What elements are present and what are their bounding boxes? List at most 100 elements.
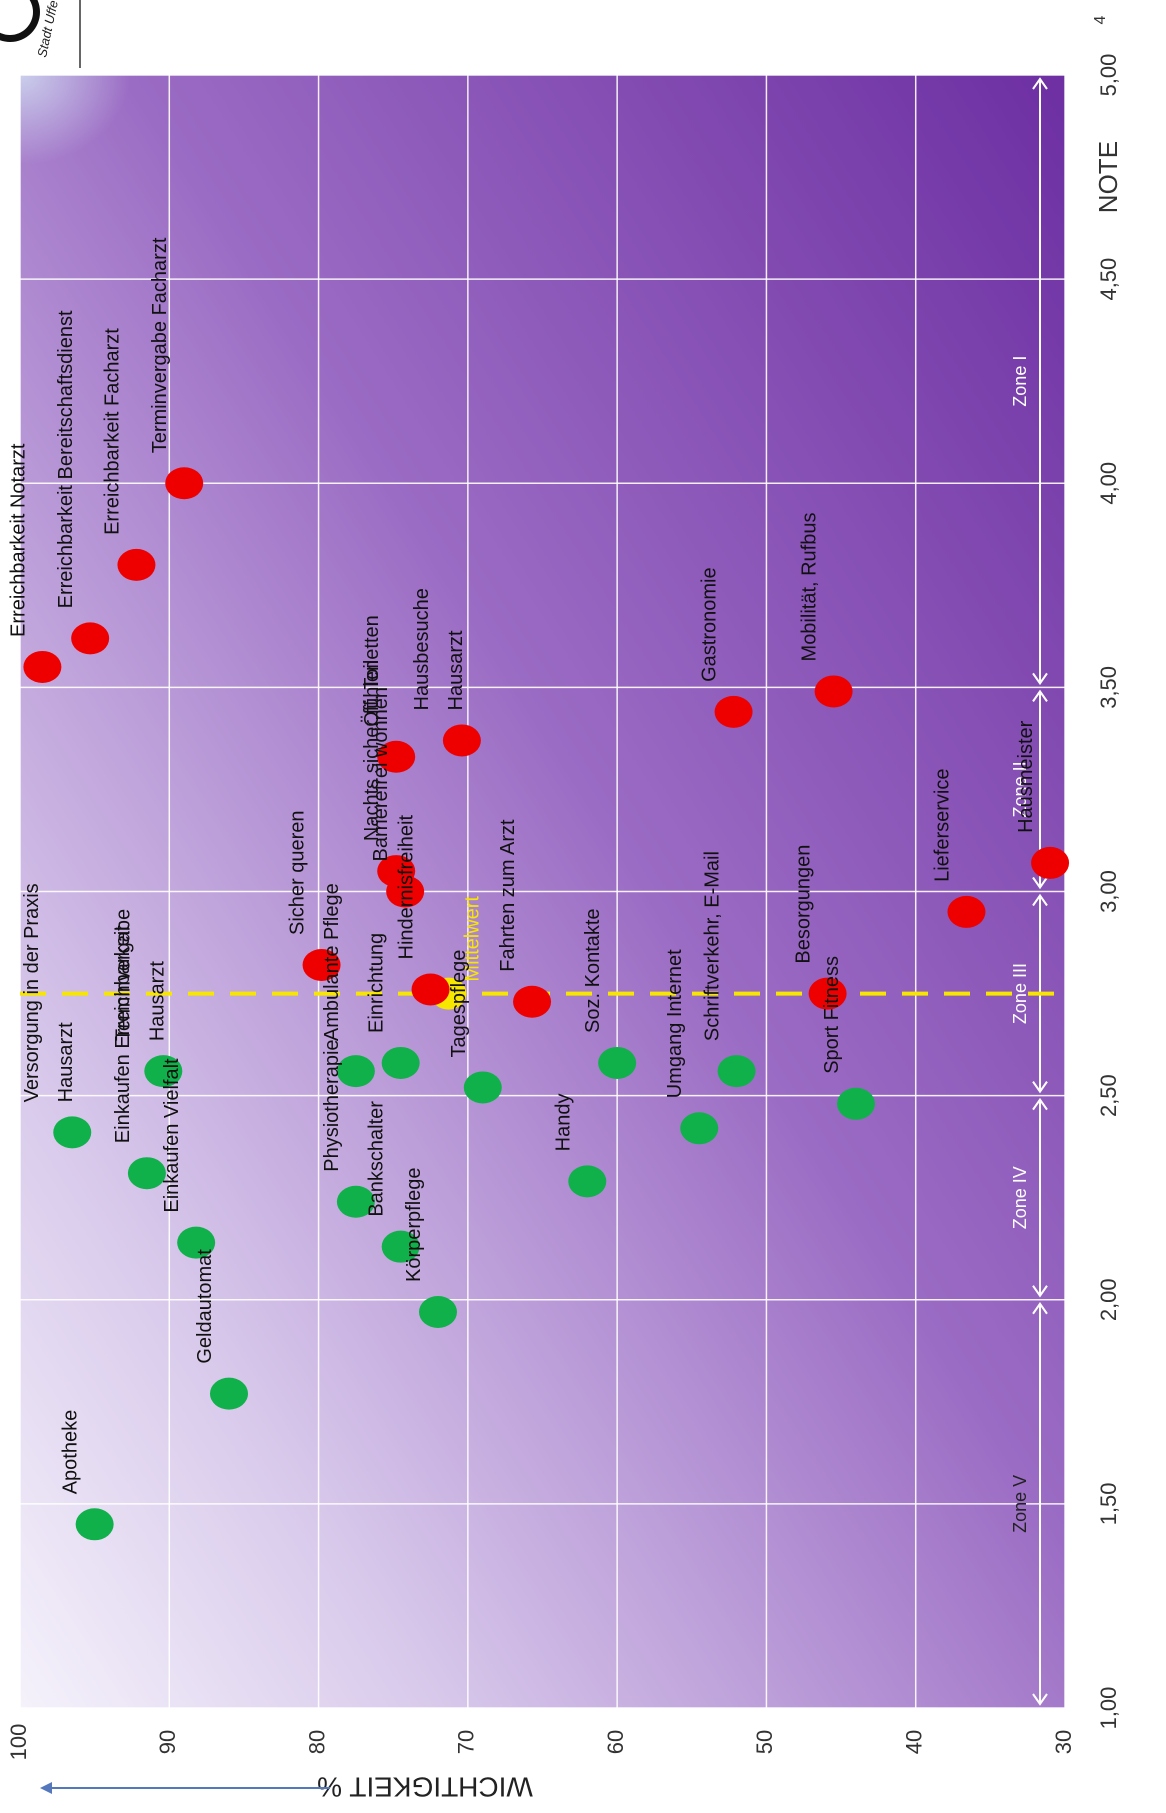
x-tick-label: 2,00 xyxy=(1096,1278,1121,1321)
point-label: Fahrten zum Arzt xyxy=(497,819,519,972)
y-tick-label: 90 xyxy=(155,1730,180,1754)
y-tick-label: 80 xyxy=(304,1730,329,1754)
point-label: Sicher queren xyxy=(287,810,309,935)
data-point xyxy=(210,1377,248,1410)
data-point xyxy=(386,875,425,908)
zone-arrow-head xyxy=(1032,672,1048,686)
point-label: Einkaufen Vielfalt xyxy=(161,1058,183,1213)
y-tick-label: 30 xyxy=(1051,1730,1076,1754)
zone-arrow-head xyxy=(1032,1097,1048,1111)
point-label: Apotheke xyxy=(60,1410,82,1495)
plot-corner-glow xyxy=(20,75,130,165)
point-label: Körperpflege xyxy=(403,1167,425,1282)
point-label: Einrichtung xyxy=(366,933,388,1033)
point-label: Bankschalter xyxy=(366,1101,388,1217)
zone-label: Zone III xyxy=(1010,963,1030,1024)
data-point xyxy=(71,622,110,655)
x-tick-label: 4,50 xyxy=(1096,258,1121,301)
point-label: Nachts sicher fühlen xyxy=(361,660,383,841)
data-points xyxy=(23,467,1070,1541)
point-label: Hausarzt xyxy=(146,961,168,1041)
data-point xyxy=(1031,846,1070,879)
point-label: Ambulante Pflege xyxy=(321,883,343,1041)
data-point xyxy=(598,1046,637,1079)
zone-arrow-head xyxy=(1032,893,1048,907)
data-point xyxy=(381,1230,420,1263)
data-point xyxy=(23,650,62,683)
zone-arrow-head xyxy=(1032,876,1048,890)
data-point xyxy=(377,740,416,773)
zone-arrow-head xyxy=(1032,689,1048,702)
data-point xyxy=(336,1055,375,1088)
data-point xyxy=(53,1116,92,1149)
point-label: Schriftverkehr, E-Mail xyxy=(702,851,724,1041)
x-tick-label: 3,00 xyxy=(1096,870,1121,913)
y-tick-label: 70 xyxy=(454,1730,479,1754)
point-label: Hausbesuche xyxy=(411,588,433,710)
zone-label: Zone IV xyxy=(1010,1166,1030,1229)
x-tick-label: 5,00 xyxy=(1096,54,1121,97)
point-label: Lieferservice xyxy=(931,769,953,882)
x-tick-label: 1,50 xyxy=(1096,1482,1121,1525)
y-axis-label: WICHTIGKEIT % xyxy=(317,1772,533,1803)
point-label: Sport Fitness xyxy=(821,956,843,1074)
data-point xyxy=(680,1112,719,1145)
point-label: Versorgung in der Praxis xyxy=(21,883,43,1102)
y-axis-arrow-head xyxy=(40,1782,52,1794)
x-tick-label: 4,00 xyxy=(1096,462,1121,505)
data-point xyxy=(381,1046,420,1079)
data-point xyxy=(75,1508,114,1541)
mean-label: Mittelwert xyxy=(461,896,483,982)
point-label: Öff. Toiletten xyxy=(361,615,383,727)
point-label: Terminvergabe Facharzt xyxy=(149,237,171,453)
point-label: Umgang Internet xyxy=(664,949,686,1098)
data-point xyxy=(463,1071,502,1104)
data-point xyxy=(837,1087,875,1120)
data-point xyxy=(947,895,986,928)
data-point xyxy=(513,985,552,1018)
point-label: Geldautomat xyxy=(194,1249,216,1364)
data-point xyxy=(127,1157,166,1190)
data-point xyxy=(411,973,450,1006)
data-point xyxy=(568,1165,607,1198)
zone-arrow-head xyxy=(1032,1693,1048,1706)
data-point xyxy=(442,724,481,757)
point-label: Hausarzt xyxy=(445,630,467,710)
data-point xyxy=(714,695,753,728)
zone-label: Zone I xyxy=(1010,356,1030,407)
point-label: Hausmeister xyxy=(1015,720,1037,833)
y-tick-label: 50 xyxy=(752,1730,777,1754)
zone-arrow-head xyxy=(1032,77,1048,90)
y-tick-label: 40 xyxy=(902,1730,927,1754)
point-label: Erreichbarkeit Bereitschaftsdienst xyxy=(55,310,77,608)
x-tick-label: 3,50 xyxy=(1096,666,1121,709)
city-logo: Stadt Uffe xyxy=(0,0,81,68)
x-tick-label: 1,00 xyxy=(1096,1687,1121,1730)
data-point xyxy=(717,1055,756,1088)
zone-arrow-head xyxy=(1032,1081,1048,1094)
axes: 30 40 50 60 70 80 90 100 1,00 1,50 2,00 2,50 3,00 3,5… xyxy=(6,54,1123,1803)
point-label: Gastronomie xyxy=(699,567,721,682)
x-axis-label: NOTE xyxy=(1093,141,1123,213)
point-label: Hindernisfreiheit xyxy=(396,815,418,960)
data-point xyxy=(302,948,341,981)
point-label: Physiotherapie xyxy=(321,1039,343,1171)
zone-arrow-head xyxy=(1032,1285,1048,1298)
point-label: Erreichbarkeit Notarzt xyxy=(7,443,29,637)
point-label: Einkaufen Erreichbarkeit xyxy=(112,925,134,1143)
point-label: Tagespflege xyxy=(448,950,470,1058)
data-point xyxy=(177,1226,216,1259)
data-point xyxy=(336,1185,375,1218)
data-point xyxy=(144,1055,183,1088)
x-tick-label: 2,50 xyxy=(1096,1074,1121,1117)
data-point xyxy=(419,1295,457,1328)
y-tick-label: 60 xyxy=(603,1730,628,1754)
point-label: Hausarzt xyxy=(55,1022,77,1102)
data-labels: Erreichbarkeit Notarzt Erreichbarkeit Ber… xyxy=(7,237,1037,1494)
point-label: Soz. Kontakte xyxy=(582,908,604,1033)
point-label: Terminvergabe xyxy=(112,909,134,1041)
zone-label: Zone II xyxy=(1010,761,1030,817)
point-label: Barrierefrei wohnen xyxy=(370,687,392,862)
point-label: Erreichbarkeit Facharzt xyxy=(101,328,123,535)
